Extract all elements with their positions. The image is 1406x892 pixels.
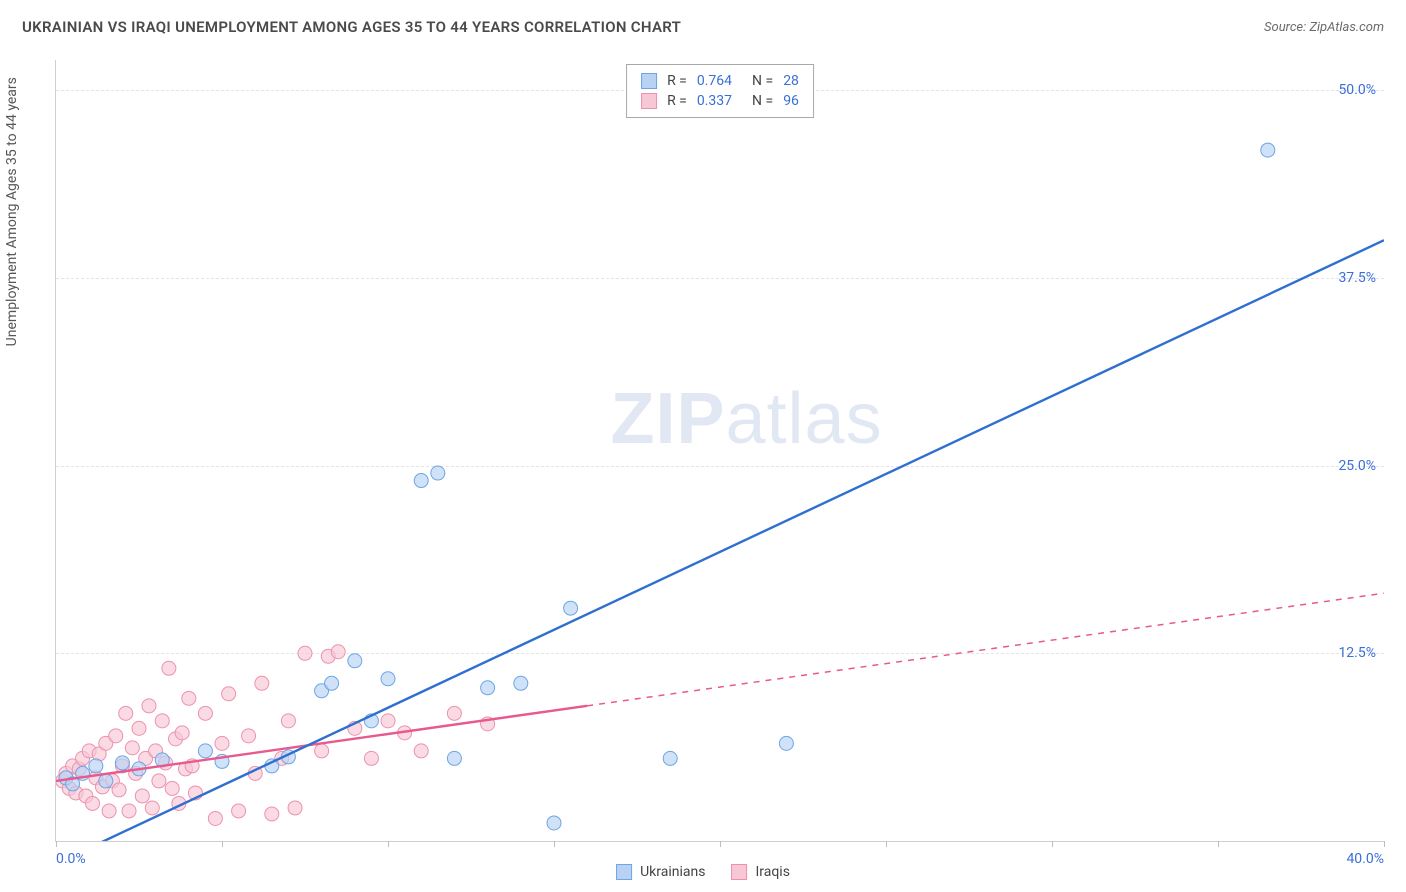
data-point [414, 474, 428, 488]
legend-stat-row: R = 0.764 N = 28 [641, 71, 799, 91]
trend-line [56, 240, 1384, 841]
legend-stats: R = 0.764 N = 28 R = 0.337 N = 96 [626, 64, 814, 118]
data-point [1261, 143, 1275, 157]
data-point [112, 783, 126, 797]
legend-n-value: 28 [783, 73, 799, 89]
legend-series-label: Ukrainians [640, 864, 705, 880]
plot-area: ZIPatlas R = 0.764 N = 28 R = 0.337 N = … [55, 60, 1384, 842]
x-tick [554, 841, 555, 847]
data-point [99, 774, 113, 788]
x-tick [886, 841, 887, 847]
data-point [547, 816, 561, 830]
source-name: ZipAtlas.com [1309, 20, 1384, 35]
data-point [182, 691, 196, 705]
x-tick [222, 841, 223, 847]
legend-series: Ukrainians Iraqis [616, 864, 790, 880]
legend-n-label: N = [752, 93, 773, 109]
data-point [155, 714, 169, 728]
data-point [89, 759, 103, 773]
data-point [198, 706, 212, 720]
data-point [348, 654, 362, 668]
chart-area: ZIPatlas R = 0.764 N = 28 R = 0.337 N = … [55, 60, 1384, 842]
data-point [142, 699, 156, 713]
data-point [165, 781, 179, 795]
data-point [564, 601, 578, 615]
source-prefix: Source: [1264, 20, 1309, 35]
x-tick [56, 841, 57, 847]
legend-swatch [641, 93, 657, 109]
data-point [381, 714, 395, 728]
data-point [86, 796, 100, 810]
data-point [145, 801, 159, 815]
data-point [514, 676, 528, 690]
data-point [115, 756, 129, 770]
data-point [288, 801, 302, 815]
data-point [232, 804, 246, 818]
x-tick-label: 40.0% [1346, 851, 1384, 867]
x-tick-label: 0.0% [56, 851, 86, 867]
data-point [109, 729, 123, 743]
data-point [162, 661, 176, 675]
data-point [414, 744, 428, 758]
legend-series-item: Iraqis [731, 864, 789, 880]
legend-r-value: 0.764 [697, 73, 732, 89]
x-tick [1052, 841, 1053, 847]
data-point [208, 811, 222, 825]
legend-swatch [641, 73, 657, 89]
legend-r-label: R = [667, 93, 687, 109]
data-point [265, 807, 279, 821]
data-point [447, 706, 461, 720]
data-point [255, 676, 269, 690]
source-attribution: Source: ZipAtlas.com [1264, 20, 1384, 35]
data-point [663, 751, 677, 765]
legend-n-value: 96 [783, 93, 799, 109]
x-tick [388, 841, 389, 847]
data-point [102, 804, 116, 818]
legend-r-value: 0.337 [697, 93, 732, 109]
legend-series-item: Ukrainians [616, 864, 705, 880]
data-point [222, 687, 236, 701]
legend-stat-row: R = 0.337 N = 96 [641, 91, 799, 111]
data-point [298, 646, 312, 660]
data-point [132, 721, 146, 735]
data-point [381, 672, 395, 686]
x-tick [1384, 841, 1385, 847]
data-point [122, 804, 136, 818]
legend-n-label: N = [752, 73, 773, 89]
data-point [315, 744, 329, 758]
data-point [175, 726, 189, 740]
legend-series-label: Iraqis [755, 864, 789, 880]
data-point [152, 774, 166, 788]
data-point [135, 789, 149, 803]
data-point [242, 729, 256, 743]
data-point [481, 681, 495, 695]
data-point [198, 744, 212, 758]
data-point [364, 751, 378, 765]
data-point [331, 645, 345, 659]
trend-line [587, 593, 1384, 706]
data-point [431, 466, 445, 480]
data-point [215, 736, 229, 750]
chart-title: UKRAINIAN VS IRAQI UNEMPLOYMENT AMONG AG… [22, 18, 681, 36]
plot-svg [56, 60, 1384, 841]
data-point [779, 736, 793, 750]
x-tick [720, 841, 721, 847]
data-point [447, 751, 461, 765]
data-point [125, 741, 139, 755]
y-axis-label: Unemployment Among Ages 35 to 44 years [4, 77, 20, 346]
x-tick [1218, 841, 1219, 847]
legend-r-label: R = [667, 73, 687, 89]
legend-swatch [616, 864, 632, 880]
legend-swatch [731, 864, 747, 880]
data-point [325, 676, 339, 690]
data-point [281, 714, 295, 728]
data-point [119, 706, 133, 720]
